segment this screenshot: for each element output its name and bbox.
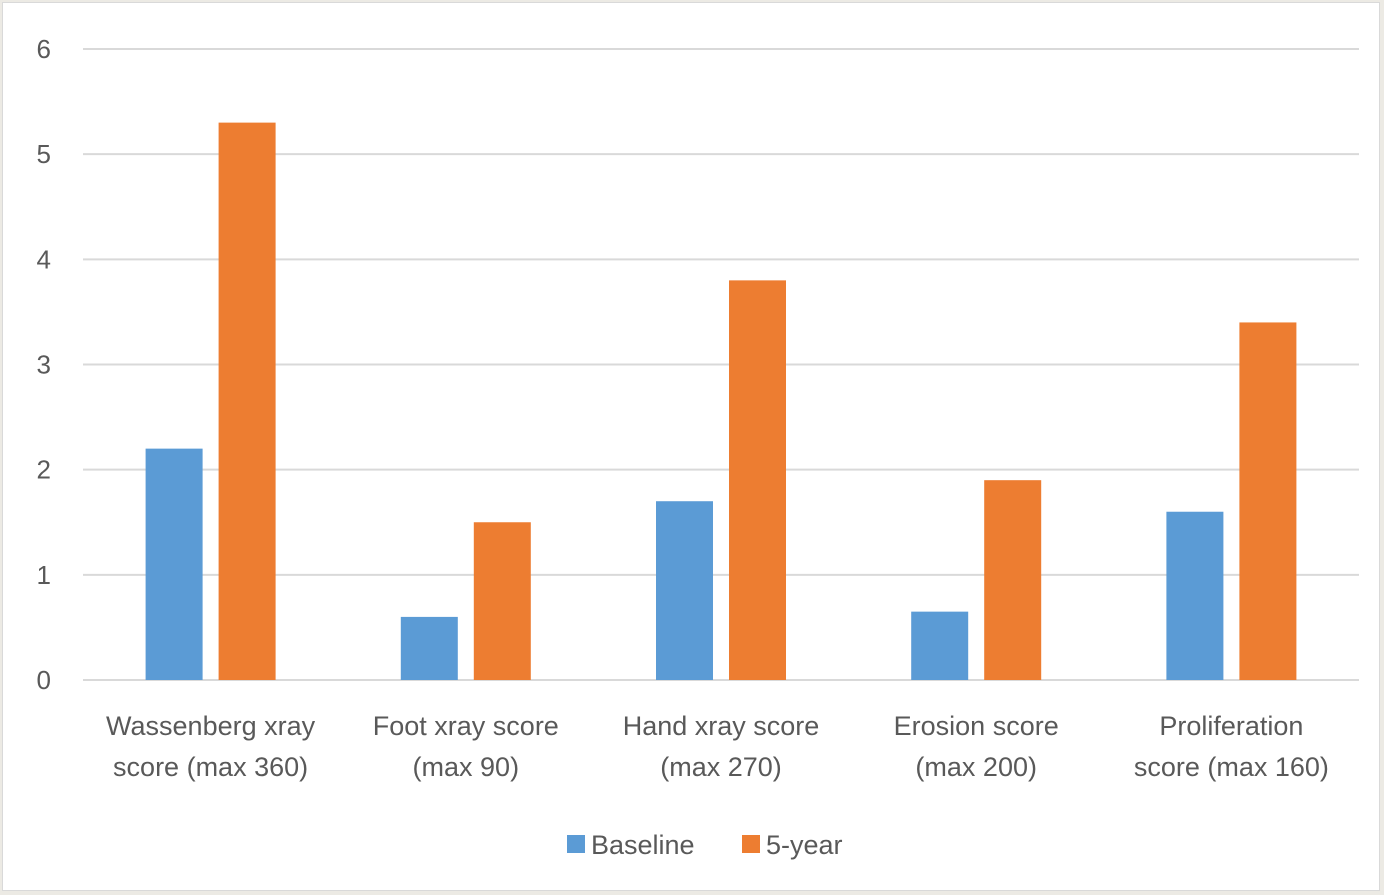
category-label: (max 200) — [915, 752, 1037, 782]
category-label: Erosion score — [894, 711, 1059, 741]
legend-swatch-0 — [567, 835, 585, 853]
bar-baseline-3 — [911, 611, 969, 680]
category-label: score (max 160) — [1134, 752, 1329, 782]
bar-baseline-0 — [145, 448, 203, 680]
bar-5-year-2 — [729, 280, 786, 680]
category-label: score (max 360) — [113, 752, 308, 782]
bar-baseline-4 — [1166, 511, 1224, 680]
y-tick-label: 6 — [37, 34, 51, 64]
x-axis-category-labels: Wassenberg xray score (max 360) Foot xray … — [106, 711, 1329, 782]
bar-baseline-2 — [656, 501, 713, 680]
y-tick-label: 5 — [37, 139, 51, 169]
legend: Baseline 5-year — [567, 830, 843, 860]
bar-5-year-4 — [1239, 322, 1297, 680]
legend-label: 5-year — [766, 830, 843, 860]
category-label: Wassenberg xray — [106, 711, 316, 741]
category-label: Proliferation — [1159, 711, 1303, 741]
bars — [145, 122, 1297, 680]
category-label: Foot xray score — [373, 711, 559, 741]
y-axis-tick-labels: 0 1 2 3 4 5 6 — [37, 34, 51, 695]
bar-5-year-3 — [984, 480, 1042, 680]
category-label: Hand xray score — [623, 711, 820, 741]
y-tick-label: 4 — [37, 244, 51, 274]
legend-label: Baseline — [591, 830, 695, 860]
bar-chart: 0 1 2 3 4 5 6 Wassenberg xray score (max 360) Fo… — [37, 34, 1359, 860]
category-label: (max 270) — [660, 752, 782, 782]
gridlines — [83, 48, 1359, 681]
bar-baseline-1 — [400, 616, 458, 680]
y-tick-label: 3 — [37, 350, 51, 380]
category-label: (max 90) — [413, 752, 520, 782]
y-tick-label: 2 — [37, 455, 51, 485]
y-tick-label: 0 — [37, 665, 51, 695]
bar-5-year-0 — [218, 122, 276, 680]
bar-5-year-1 — [473, 522, 531, 680]
y-tick-label: 1 — [37, 560, 51, 590]
legend-swatch-1 — [742, 835, 760, 853]
